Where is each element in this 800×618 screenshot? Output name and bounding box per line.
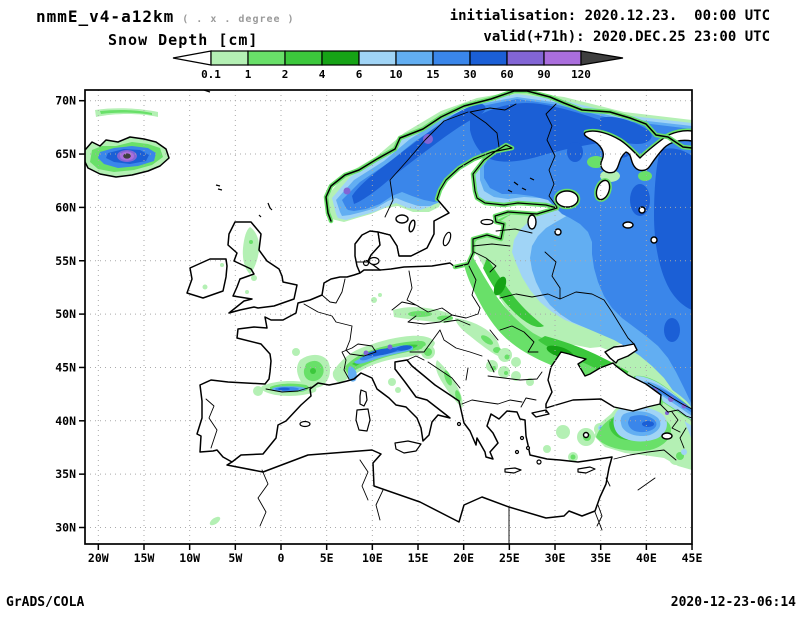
x-tick-label: 20W [88, 551, 109, 565]
colorbar-segment [543, 50, 582, 66]
colorbar-level-label: 60 [500, 68, 513, 81]
x-tick-label: 15W [134, 551, 155, 565]
x-tick-label: 10W [179, 551, 200, 565]
x-tick-label: 45E [682, 551, 703, 565]
colorbar-segment [210, 50, 249, 66]
y-tick-label: 60N [55, 200, 76, 214]
x-tick-label: 5W [228, 551, 242, 565]
colorbar-level-label: 0.1 [201, 68, 221, 81]
x-tick-label: 10E [362, 551, 383, 565]
y-tick-label: 70N [55, 94, 76, 108]
x-tick-label: 35E [590, 551, 611, 565]
country-borders [205, 103, 692, 544]
colorbar-level-label: 1 [245, 68, 252, 81]
colorbar-below-arrow [172, 50, 212, 66]
x-tick-label: 20E [453, 551, 474, 565]
map-frame [84, 89, 693, 545]
colorbar-level-label: 2 [282, 68, 289, 81]
grads-credit: GrADS/COLA [6, 595, 85, 610]
x-tick-label: 25E [499, 551, 520, 565]
field-label: Snow Depth [cm] [108, 31, 259, 49]
y-tick-label: 30N [55, 521, 76, 535]
plot-title-note: ( . x . degree ) [182, 14, 295, 25]
initialisation-line: initialisation: 2020.12.23. 00:00 UTC [449, 8, 770, 24]
colorbar-segment [432, 50, 471, 66]
y-tick-label: 65N [55, 147, 76, 161]
y-tick-label: 35N [55, 467, 76, 481]
x-tick-label: 0 [278, 551, 285, 565]
colorbar-level-label: 30 [463, 68, 476, 81]
y-tick-label: 55N [55, 254, 76, 268]
colorbar-segment [247, 50, 286, 66]
colorbar-above-arrow [580, 50, 624, 66]
x-tick-label: 5E [320, 551, 334, 565]
axis-ticks [79, 99, 693, 550]
graticule [85, 90, 692, 544]
y-tick-label: 40N [55, 414, 76, 428]
x-tick-label: 40E [636, 551, 657, 565]
colorbar-segment [506, 50, 545, 66]
x-tick-label: 15E [408, 551, 429, 565]
colorbar-level-label: 15 [426, 68, 439, 81]
plot-title: nmmE_v4-a12km( . x . degree ) [36, 7, 295, 26]
colorbar-level-label: 4 [319, 68, 326, 81]
coastlines [85, 90, 692, 523]
colorbar-level-label: 90 [537, 68, 550, 81]
colorbar-segment [395, 50, 434, 66]
axis-labels: 20W 15W 10W 5W 0 5E 10E 15E 20E 25E 30E 35E 40E 45E 70… [55, 94, 702, 565]
colorbar-level-label: 120 [571, 68, 591, 81]
valid-line: valid(+71h): 2020.DEC.25 23:00 UTC [483, 29, 770, 45]
x-tick-label: 30E [545, 551, 566, 565]
colorbar-segment [358, 50, 397, 66]
snow-shading [85, 91, 692, 526]
colorbar-level-label: 10 [389, 68, 402, 81]
colorbar-legend: 0.1 1 2 4 6 10 15 30 60 90 120 [172, 50, 624, 81]
creation-timestamp: 2020-12-23-06:14 [670, 595, 796, 610]
colorbar-segment [321, 50, 360, 66]
colorbar-segment [469, 50, 508, 66]
y-tick-label: 50N [55, 307, 76, 321]
y-tick-label: 45N [55, 360, 76, 374]
colorbar-segment [284, 50, 323, 66]
colorbar-level-label: 6 [356, 68, 363, 81]
